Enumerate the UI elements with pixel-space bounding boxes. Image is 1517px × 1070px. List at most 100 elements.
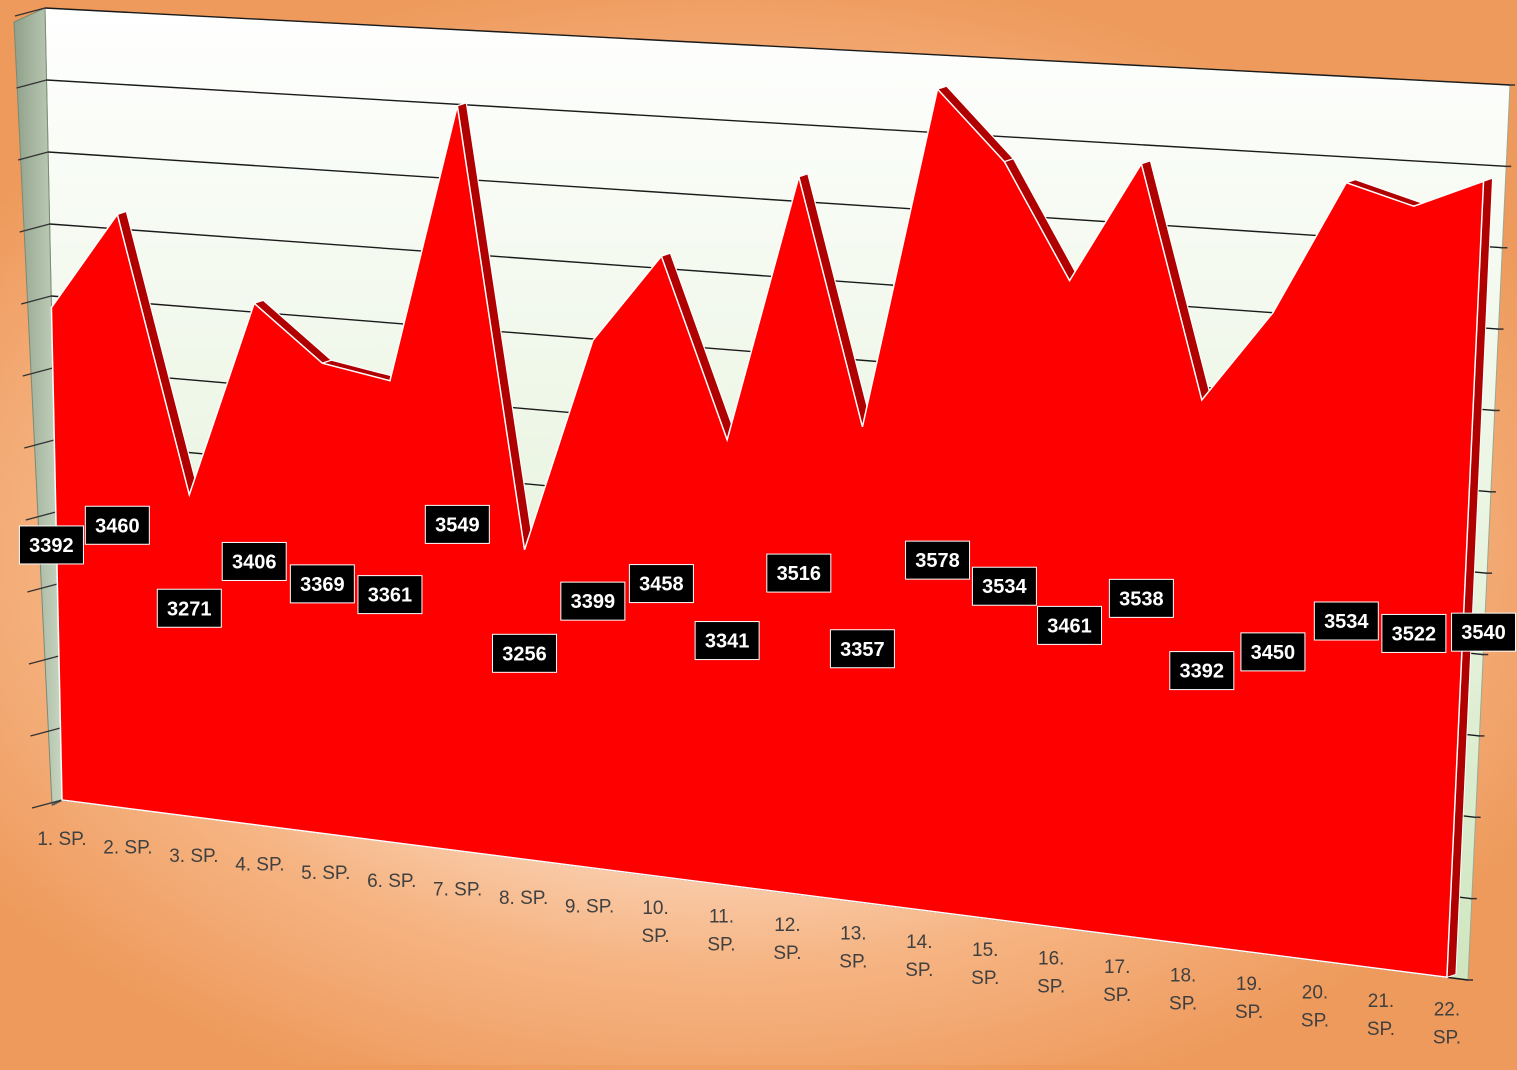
data-label-box [628, 564, 694, 604]
data-label-box [492, 633, 558, 673]
x-tick-label-text: 5. SP. [301, 863, 350, 884]
data-label: 3392 [18, 525, 84, 565]
x-tick-label-text: 22. SP. [1433, 999, 1461, 1048]
data-label-box [829, 629, 895, 669]
data-label: 3256 [492, 633, 558, 673]
data-label-text: 3578 [915, 550, 960, 572]
data-label-box [1240, 632, 1306, 672]
data-label-text: 3392 [1180, 661, 1225, 683]
data-label-box [766, 553, 832, 593]
data-label-box [905, 540, 971, 580]
x-tick-label-text: 18. SP. [1169, 966, 1197, 1015]
x-tick-label: 15. SP. [971, 940, 999, 989]
data-label-text: 3460 [95, 515, 140, 537]
x-tick-label: 20. SP. [1301, 982, 1329, 1031]
data-label-box [1108, 578, 1174, 618]
x-tick-label-text: 8. SP. [499, 888, 548, 909]
data-label-box [971, 566, 1037, 606]
x-tick-label: 3. SP. [169, 846, 218, 867]
x-tick-label-text: 4. SP. [235, 854, 284, 875]
x-tick-label-text: 20. SP. [1301, 982, 1329, 1031]
data-label: 3406 [221, 541, 287, 581]
data-label-box [694, 621, 760, 661]
gridline [46, 79, 1507, 168]
data-label-text: 3341 [705, 631, 750, 653]
data-label-box [1169, 651, 1235, 691]
x-tick-label: 16. SP. [1037, 949, 1065, 998]
gridline [48, 151, 1503, 249]
data-label: 3458 [628, 564, 694, 604]
side-gridline [24, 439, 55, 449]
side-gridline [25, 511, 56, 521]
data-label: 3271 [156, 588, 222, 628]
data-label-text: 3271 [167, 598, 212, 620]
x-tick-label: 17. SP. [1103, 957, 1131, 1006]
data-label-text: 3369 [300, 574, 345, 596]
side-gridline [19, 223, 50, 233]
data-label-text: 3450 [1251, 642, 1296, 664]
x-tick-label: 12. SP. [773, 915, 801, 964]
data-label-text: 3540 [1461, 622, 1506, 644]
data-label: 3392 [1169, 651, 1235, 691]
x-tick-label-text: 16. SP. [1037, 949, 1065, 998]
data-label: 3534 [971, 566, 1037, 606]
data-label-box [221, 541, 287, 581]
x-tick-label-text: 11. SP. [707, 906, 735, 955]
data-label-text: 3392 [29, 535, 74, 557]
side-gridline [28, 655, 60, 665]
data-label-box [357, 575, 423, 615]
x-tick-label: 2. SP. [103, 837, 152, 858]
data-label-box [1381, 613, 1447, 653]
side-gridline [16, 79, 47, 89]
data-label-text: 3522 [1392, 623, 1437, 645]
data-label-box [424, 504, 490, 544]
x-tick-label: 1. SP. [37, 829, 86, 850]
side-gridline [21, 295, 52, 305]
data-label-box [156, 588, 222, 628]
side-gridline [31, 799, 63, 809]
x-tick-label: 10. SP. [641, 898, 669, 947]
data-label: 3399 [560, 581, 626, 621]
x-tick-label-text: 15. SP. [971, 940, 999, 989]
data-label-text: 3357 [840, 639, 885, 661]
gridline [44, 7, 1511, 86]
data-label-box [289, 564, 355, 604]
area-series [50, 87, 1485, 979]
x-tick-label-text: 21. SP. [1367, 991, 1395, 1040]
data-label: 3578 [905, 540, 971, 580]
data-label-text: 3549 [435, 514, 480, 536]
data-label-text: 3461 [1047, 615, 1092, 637]
data-label-text: 3361 [368, 585, 413, 607]
x-tick-label-text: 7. SP. [433, 880, 482, 901]
data-label-text: 3538 [1119, 588, 1164, 610]
data-label: 3516 [766, 553, 832, 593]
x-tick-label-text: 12. SP. [773, 915, 801, 964]
x-tick-label: 9. SP. [565, 897, 614, 918]
x-tick-label-text: 3. SP. [169, 846, 218, 867]
data-label: 3460 [84, 505, 150, 545]
data-label: 3540 [1451, 612, 1517, 652]
data-label-text: 3516 [777, 563, 822, 585]
data-label: 3450 [1240, 632, 1306, 672]
x-tick-label: 5. SP. [301, 863, 350, 884]
x-tick-label: 4. SP. [235, 854, 284, 875]
x-tick-label-text: 19. SP. [1235, 974, 1263, 1023]
x-tick-label-text: 6. SP. [367, 871, 416, 892]
data-label-box [84, 505, 150, 545]
x-tick-label: 13. SP. [839, 923, 867, 972]
x-tick-label: 6. SP. [367, 871, 416, 892]
x-tick-label-text: 14. SP. [905, 932, 933, 981]
data-label: 3522 [1381, 613, 1447, 653]
data-label-box [1451, 612, 1517, 652]
data-label-text: 3406 [232, 551, 277, 573]
x-tick-label-text: 13. SP. [839, 923, 867, 972]
data-label: 3461 [1037, 605, 1103, 645]
side-gridline [17, 151, 49, 161]
side-gridline [27, 583, 58, 593]
data-label-text: 3399 [571, 591, 616, 613]
data-label-box [1313, 601, 1379, 641]
x-tick-label: 11. SP. [707, 906, 735, 955]
side-gridline [14, 7, 46, 17]
x-tick-label-text: 17. SP. [1103, 957, 1131, 1006]
